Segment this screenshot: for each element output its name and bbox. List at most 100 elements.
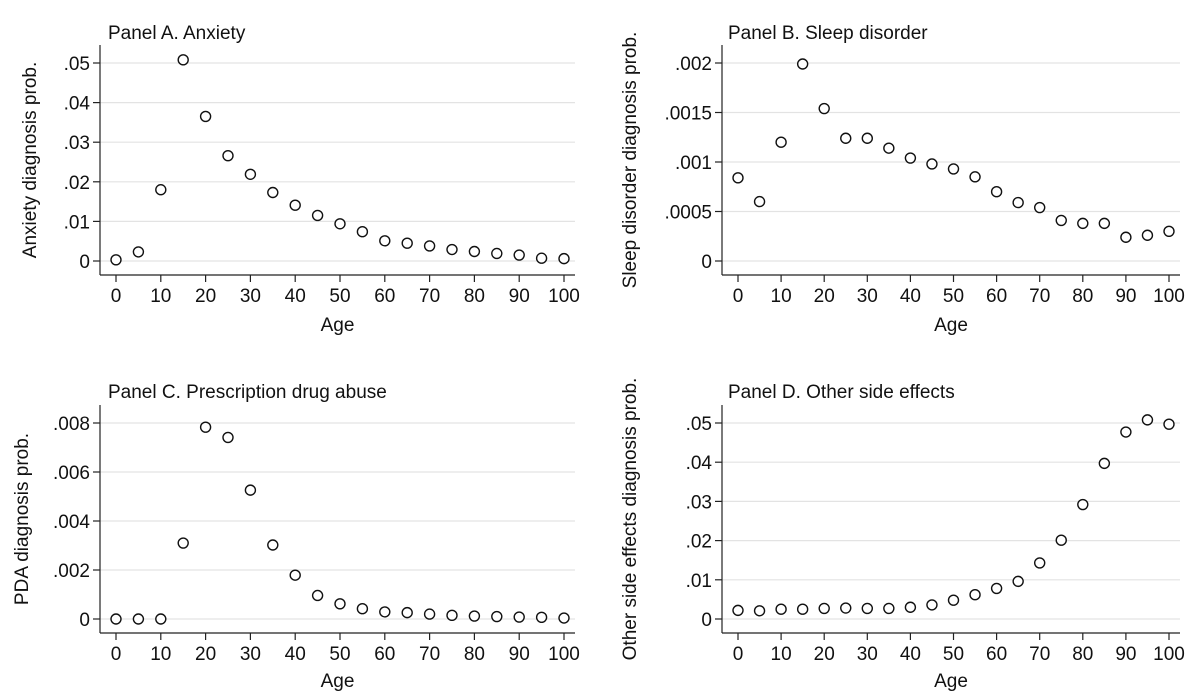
- x-tick-label: 30: [857, 286, 878, 307]
- x-tick-label: 70: [1029, 644, 1050, 665]
- data-point: [1141, 229, 1154, 241]
- data-point: [1012, 196, 1024, 209]
- data-point: [796, 58, 809, 70]
- data-point: [732, 172, 744, 184]
- y-tick-label: 0: [79, 252, 90, 273]
- data-point: [379, 606, 391, 618]
- y-tick-label: .0015: [664, 104, 712, 125]
- data-point: [947, 594, 960, 606]
- data-point: [840, 602, 852, 614]
- x-tick-label: 0: [733, 644, 744, 665]
- x-tick-label: 50: [943, 644, 964, 665]
- data-point: [1077, 217, 1089, 230]
- y-axis-label: Sleep disorder diagnosis prob.: [620, 32, 641, 289]
- x-tick-label: 10: [771, 286, 792, 307]
- data-point: [558, 612, 570, 624]
- data-point: [535, 252, 548, 264]
- x-tick-label: 40: [900, 286, 921, 307]
- data-point: [883, 602, 895, 615]
- x-tick-label: 50: [329, 644, 350, 665]
- data-point: [311, 209, 324, 222]
- data-point: [356, 603, 369, 615]
- y-tick-label: .05: [64, 54, 90, 75]
- x-tick-label: 20: [814, 644, 835, 665]
- data-point: [110, 254, 122, 266]
- x-tick-label: 90: [1115, 286, 1136, 307]
- y-tick-label: 0: [701, 252, 712, 273]
- x-axis-label: Age: [934, 671, 968, 691]
- x-tick-label: 50: [329, 286, 350, 307]
- data-point: [969, 588, 981, 601]
- x-axis-label: Age: [934, 315, 968, 336]
- x-tick-label: 80: [464, 644, 485, 665]
- data-point: [558, 252, 570, 265]
- x-tick-label: 80: [464, 286, 485, 307]
- data-point: [990, 582, 1003, 595]
- data-point: [1033, 557, 1046, 569]
- x-tick-label: 60: [986, 644, 1007, 665]
- data-point: [244, 484, 257, 496]
- panel-title: Panel B. Sleep disorder: [728, 23, 928, 44]
- y-tick-label: .05: [686, 414, 712, 435]
- data-point: [155, 613, 167, 625]
- data-point: [311, 589, 324, 602]
- x-tick-label: 20: [195, 644, 216, 665]
- y-tick-label: .01: [64, 212, 90, 233]
- data-point: [199, 421, 212, 433]
- data-point: [155, 184, 167, 196]
- data-point: [969, 171, 981, 183]
- data-point: [904, 152, 917, 164]
- x-tick-label: 80: [1072, 286, 1093, 307]
- x-tick-label: 50: [943, 286, 964, 307]
- x-tick-label: 0: [111, 644, 122, 665]
- data-point: [1163, 225, 1175, 238]
- x-tick-label: 30: [240, 644, 261, 665]
- data-point: [491, 247, 503, 260]
- data-point: [535, 611, 548, 623]
- x-tick-label: 10: [150, 286, 171, 307]
- x-tick-label: 90: [509, 644, 530, 665]
- panel-c: 0 .002 .004 .006 .008 0 10 20 30 40 50 60 70 80 90 100 P…: [12, 382, 580, 691]
- x-tick-label: 70: [419, 286, 440, 307]
- data-point: [334, 598, 346, 610]
- data-point: [861, 602, 873, 615]
- data-point: [1033, 201, 1046, 214]
- data-point: [491, 610, 503, 623]
- x-tick-label: 30: [857, 644, 878, 665]
- x-tick-label: 90: [1115, 644, 1136, 665]
- data-point: [1098, 217, 1111, 230]
- x-tick-label: 80: [1072, 644, 1093, 665]
- data-point: [423, 240, 436, 252]
- data-point: [1163, 418, 1175, 430]
- data-point: [468, 610, 481, 622]
- data-point: [818, 102, 830, 115]
- x-tick-label: 0: [111, 286, 122, 307]
- data-point: [818, 602, 830, 615]
- panel-title: Panel A. Anxiety: [108, 23, 246, 44]
- data-point: [926, 599, 938, 611]
- y-tick-label: .04: [686, 453, 713, 474]
- x-tick-label: 60: [374, 286, 395, 307]
- data-point: [947, 163, 960, 175]
- panel-d: 0 .01 .02 .03 .04 .05 0 10 20 30 40 50 60 70 80 90 100 Pa…: [620, 378, 1185, 691]
- x-tick-label: 10: [150, 644, 171, 665]
- x-axis-label: Age: [321, 315, 355, 336]
- data-point: [1120, 231, 1132, 243]
- data-point: [775, 136, 787, 148]
- data-point: [334, 218, 346, 230]
- y-tick-label: 0: [79, 610, 90, 631]
- y-tick-label: .002: [675, 54, 712, 75]
- data-point: [1120, 426, 1132, 438]
- panel-b: 0 .0005 .001 .0015 .002 0 10 20 30 40 50 60 70 80 90 10…: [620, 23, 1185, 336]
- data-point: [289, 569, 301, 581]
- data-point: [199, 110, 212, 123]
- x-tick-label: 100: [548, 644, 580, 665]
- x-tick-label: 10: [771, 644, 792, 665]
- x-tick-label: 100: [548, 286, 580, 307]
- x-tick-label: 20: [195, 286, 216, 307]
- data-point: [796, 603, 809, 615]
- y-tick-label: .04: [64, 94, 91, 115]
- data-point: [132, 613, 145, 625]
